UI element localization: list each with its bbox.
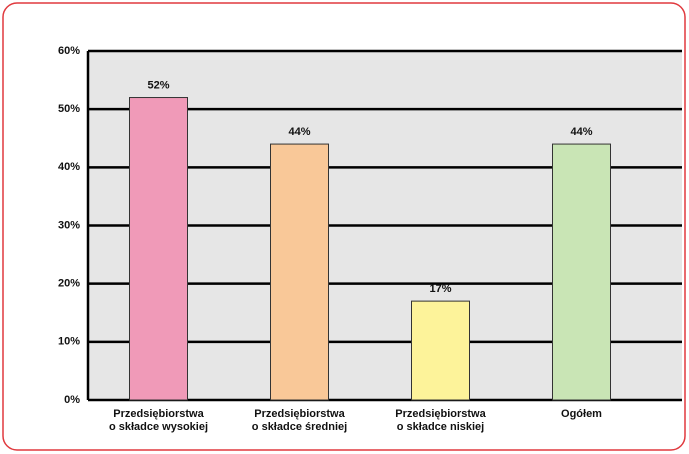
value-label: 44%: [288, 126, 310, 138]
y-tick-label: 10%: [58, 336, 80, 348]
y-tick-label: 50%: [58, 103, 80, 115]
y-tick-label: 0%: [64, 394, 80, 406]
bar: [552, 143, 611, 401]
value-label: 52%: [147, 79, 169, 91]
x-tick-label: Przedsiębiorstwa o składce średniej: [252, 408, 347, 433]
x-tick-label: Przedsiębiorstwa o składce niskiej: [395, 408, 486, 433]
x-tick-label: Przedsiębiorstwa o składce wysokiej: [109, 408, 208, 433]
y-tick-label: 20%: [58, 278, 80, 290]
y-tick-label: 60%: [58, 45, 80, 57]
value-label: 17%: [429, 283, 451, 295]
bar: [411, 300, 470, 401]
value-label: 44%: [570, 126, 592, 138]
bar: [129, 97, 188, 401]
x-tick-label: Ogółem: [561, 408, 602, 420]
y-tick-label: 40%: [58, 161, 80, 173]
y-tick-label: 30%: [58, 219, 80, 231]
bar: [270, 143, 329, 401]
